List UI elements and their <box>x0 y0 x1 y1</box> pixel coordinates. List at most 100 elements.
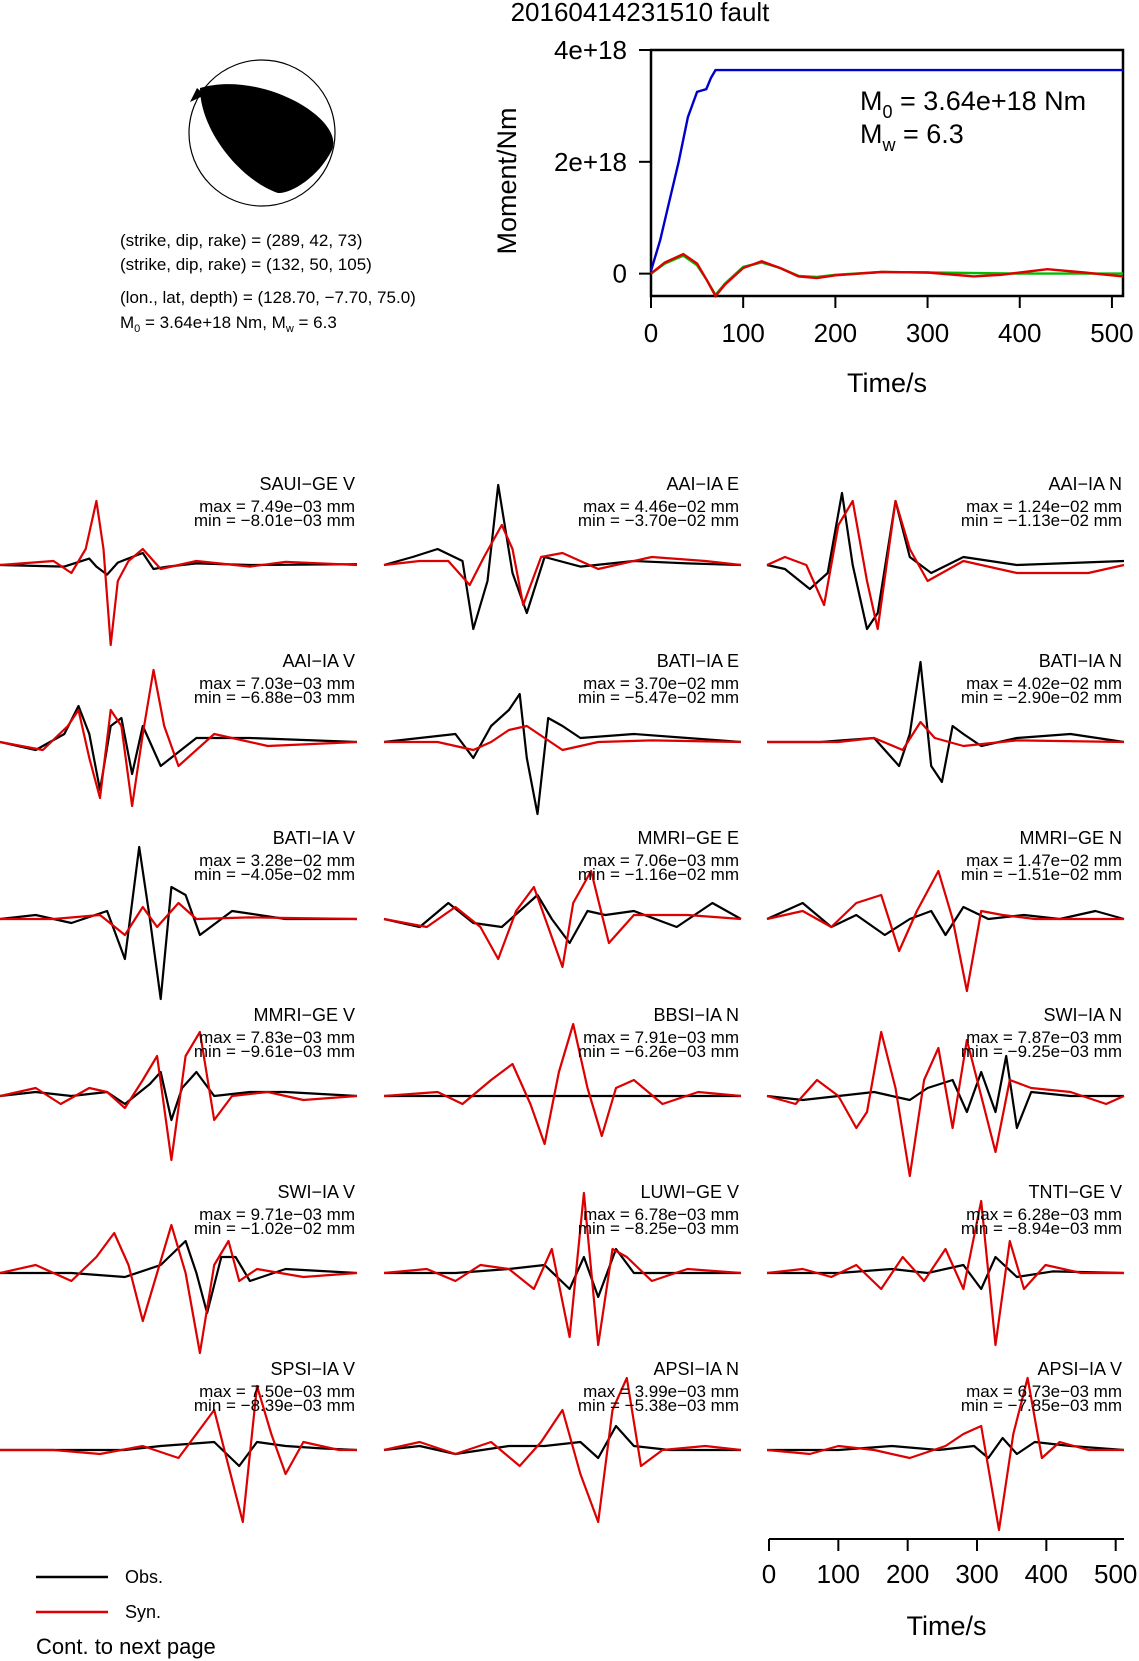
min-amplitude: min = −1.02e−02 mm <box>194 1219 355 1238</box>
min-amplitude: min = −9.25e−03 mm <box>961 1042 1122 1061</box>
synthetic-trace <box>766 869 1124 993</box>
synthetic-trace <box>383 523 742 607</box>
figure-title: 20160414231510 fault <box>511 0 771 27</box>
max-amplitude: max = 7.03e−03 mm <box>199 674 355 693</box>
time-tick-label: 0 <box>762 1559 776 1589</box>
legend-obs-label: Obs. <box>125 1567 163 1587</box>
min-amplitude: min = −8.39e−03 mm <box>194 1396 355 1415</box>
max-amplitude: max = 7.91e−03 mm <box>583 1028 739 1047</box>
max-amplitude: max = 3.70e−02 mm <box>583 674 739 693</box>
max-amplitude: max = 1.47e−02 mm <box>966 851 1122 870</box>
station-label: BBSI−IA N <box>653 1005 739 1025</box>
observed-trace <box>383 893 742 945</box>
observed-trace <box>0 551 358 576</box>
synthetic-trace <box>766 499 1125 631</box>
time-tick-label: 100 <box>817 1559 860 1589</box>
min-amplitude: min = −5.38e−03 mm <box>578 1396 739 1415</box>
observed-trace <box>384 1247 741 1299</box>
nodal-plane-2: (strike, dip, rake) = (132, 50, 105) <box>120 255 372 274</box>
moment-ytick-label: 2e+18 <box>554 147 627 177</box>
station-label: MMRI−GE V <box>253 1005 355 1025</box>
moment-xtick-label: 100 <box>721 318 764 348</box>
moment-xtick-label: 300 <box>906 318 949 348</box>
synthetic-trace <box>0 1223 358 1355</box>
observed-trace <box>766 491 1125 631</box>
station-label: AAI−IA V <box>282 651 355 671</box>
time-axis-label: Time/s <box>907 1611 987 1641</box>
observed-trace <box>0 1239 358 1315</box>
station-label: BATI−IA E <box>657 651 739 671</box>
station-label: SWI−IA N <box>1043 1005 1122 1025</box>
synthetic-trace <box>0 1030 358 1162</box>
station-label: TNTI−GE V <box>1028 1182 1122 1202</box>
min-amplitude: min = −6.26e−03 mm <box>578 1042 739 1061</box>
legend: Obs. Syn. <box>36 1567 163 1622</box>
synthetic-trace <box>0 1384 357 1524</box>
station-label: MMRI−GE N <box>1019 828 1122 848</box>
legend-syn-label: Syn. <box>125 1602 161 1622</box>
time-tick-label: 400 <box>1025 1559 1068 1589</box>
min-amplitude: min = −5.47e−02 mm <box>578 688 739 707</box>
station-label: MMRI−GE E <box>637 828 739 848</box>
min-amplitude: min = −7.85e−03 mm <box>961 1396 1122 1415</box>
station-label: LUWI−GE V <box>640 1182 739 1202</box>
time-tick-label: 500 <box>1094 1559 1137 1589</box>
station-label: APSI−IA N <box>653 1359 739 1379</box>
waveform-time-axis: 0 100 200 300 400 500 Time/s <box>762 1538 1137 1641</box>
observed-trace <box>767 660 1125 784</box>
moment-annotation-m0: M0 = 3.64e+18 Nm <box>860 86 1086 122</box>
min-amplitude: min = −8.01e−03 mm <box>194 511 355 530</box>
station-label: AAI−IA E <box>666 474 739 494</box>
station-label: SAUI−GE V <box>259 474 355 494</box>
observed-trace <box>383 692 742 816</box>
nodal-plane-1: (strike, dip, rake) = (289, 42, 73) <box>120 231 362 250</box>
moment-xtick-label: 200 <box>814 318 857 348</box>
synthetic-trace <box>383 1022 742 1146</box>
synthetic-trace <box>0 901 358 937</box>
min-amplitude: min = −1.51e−02 mm <box>961 865 1122 884</box>
min-amplitude: min = −6.88e−03 mm <box>194 688 355 707</box>
beachball-icon <box>188 59 336 207</box>
synthetic-trace <box>383 1376 742 1524</box>
min-amplitude: min = −4.05e−02 mm <box>194 865 355 884</box>
station-label: APSI−IA V <box>1037 1359 1122 1379</box>
max-amplitude: max = 6.78e−03 mm <box>583 1205 739 1224</box>
location-depth: (lon., lat, depth) = (128.70, −7.70, 75.… <box>120 288 416 307</box>
station-label: SWI−IA V <box>277 1182 355 1202</box>
series-moment-rate-red <box>650 252 1124 299</box>
min-amplitude: min = −9.61e−03 mm <box>194 1042 355 1061</box>
min-amplitude: min = −8.94e−03 mm <box>961 1219 1122 1238</box>
observed-trace <box>767 1436 1125 1460</box>
moment-chart: 0 2e+18 4e+18 0 100 200 300 400 500 Time/s Moment/… <box>492 35 1134 398</box>
min-amplitude: min = −1.13e−02 mm <box>961 511 1122 530</box>
max-amplitude: max = 3.99e−03 mm <box>583 1382 739 1401</box>
moment-xtick-label: 400 <box>998 318 1041 348</box>
max-amplitude: max = 7.83e−03 mm <box>199 1028 355 1047</box>
moment-xtick-label: 500 <box>1090 318 1133 348</box>
synthetic-trace <box>383 1191 742 1347</box>
observed-trace <box>766 1054 1124 1130</box>
max-amplitude: max = 7.50e−03 mm <box>199 1382 355 1401</box>
max-amplitude: max = 7.87e−03 mm <box>966 1028 1122 1047</box>
synthetic-trace <box>0 668 358 808</box>
station-label: SPSI−IA V <box>270 1359 355 1379</box>
moment-xtick-label: 0 <box>644 318 658 348</box>
synthetic-trace <box>766 1030 1125 1178</box>
max-amplitude: max = 4.46e−02 mm <box>583 497 739 516</box>
